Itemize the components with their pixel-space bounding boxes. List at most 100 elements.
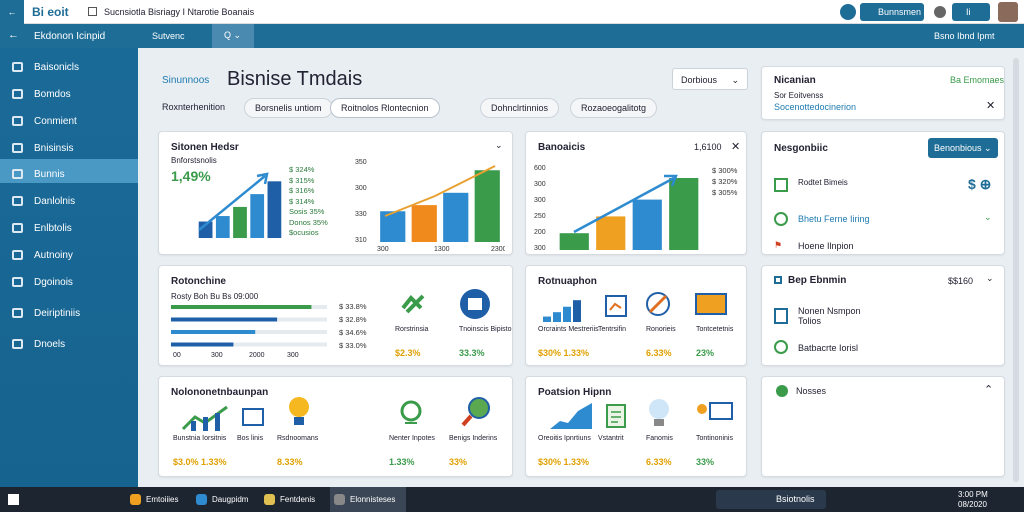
panel-title: Nosses bbox=[796, 386, 827, 396]
card-title: Rotnuaphon bbox=[538, 276, 597, 287]
button[interactable]: Benonbious ⌄ bbox=[928, 138, 998, 158]
hbar-chart bbox=[171, 305, 327, 347]
nav-item[interactable]: Danlolnis bbox=[34, 196, 76, 207]
chevron[interactable]: ⌄ bbox=[495, 140, 503, 150]
panel-item[interactable]: Rodtet Bimeis bbox=[798, 178, 848, 187]
bar bbox=[632, 199, 662, 250]
nav-item[interactable]: Dgoinois bbox=[34, 277, 73, 288]
item-value: 33% bbox=[696, 457, 715, 467]
nav-item[interactable]: Baisonicls bbox=[34, 62, 80, 73]
card-title: Nolononetnbaunpan bbox=[171, 387, 269, 398]
start-button[interactable] bbox=[8, 494, 19, 505]
tab[interactable]: Roxnterhenition bbox=[162, 102, 226, 112]
nav-icon bbox=[12, 169, 23, 179]
chevron[interactable]: ⌄ bbox=[986, 273, 994, 283]
nav-right[interactable]: Bsno Ibnd Ipmt bbox=[934, 31, 995, 41]
app-icon bbox=[130, 494, 141, 505]
close[interactable]: ✕ bbox=[731, 141, 741, 153]
icon[interactable] bbox=[840, 4, 856, 20]
panel-item[interactable]: Nonen Nsmpon Tolios bbox=[798, 306, 861, 326]
card: Rotonchine Rosty Boh Bu Bs 09:000 00 300 2… bbox=[158, 265, 513, 366]
app-label[interactable]: Elonnisteses bbox=[350, 495, 396, 504]
app-label[interactable]: Fentdenis bbox=[280, 495, 316, 504]
x-label: 300 bbox=[287, 352, 299, 359]
icon[interactable] bbox=[934, 6, 946, 18]
chevron[interactable]: ⌃ bbox=[984, 384, 994, 396]
tab-title[interactable]: Sucnsiotla Bisriagy I Ntarotie Boanais bbox=[104, 7, 255, 17]
y-label: 330 bbox=[355, 211, 367, 218]
bar-chart: 350 300 330 310 300 1300 2300 bbox=[355, 159, 505, 252]
item-value: 6.33% bbox=[646, 348, 672, 358]
item-label: Tontcetetnis bbox=[696, 326, 734, 333]
nav-icon bbox=[12, 250, 23, 260]
item-label: Orcraints Mestreriis bbox=[538, 326, 599, 333]
notice: Nicanian Ba Emomaes Sor Eoitvenss Soceno… bbox=[761, 66, 1005, 120]
nav-item[interactable]: Dnoels bbox=[34, 339, 66, 350]
legend-item: $ 316% bbox=[289, 186, 315, 195]
bar bbox=[171, 330, 256, 334]
panel-item[interactable]: Batbacrte Iorisl bbox=[798, 343, 859, 353]
time: 3:00 PM bbox=[958, 490, 988, 499]
icon bbox=[550, 403, 592, 429]
icon bbox=[289, 397, 309, 425]
panel-item[interactable]: Hoene Ilnpion bbox=[798, 241, 854, 251]
search-box[interactable] bbox=[716, 490, 826, 509]
nav-icon bbox=[12, 223, 23, 233]
search-tab[interactable]: Q ⌄ bbox=[212, 24, 254, 48]
icon bbox=[400, 400, 422, 424]
notice-title: Nicanian bbox=[774, 75, 816, 86]
app-label[interactable]: Daugpidm bbox=[212, 495, 249, 504]
bar bbox=[267, 181, 282, 238]
dropdown[interactable]: Dorbious ⌄ bbox=[672, 68, 748, 90]
item-label: Vstantrit bbox=[598, 435, 624, 442]
nav-item[interactable]: Bomdos bbox=[34, 89, 71, 100]
tab[interactable]: Roitnolos Rlontecnion bbox=[330, 98, 440, 118]
nav-item[interactable]: Enlbtolis bbox=[34, 223, 72, 234]
scrollbar[interactable] bbox=[1013, 58, 1019, 482]
button[interactable]: Ii bbox=[952, 3, 990, 21]
panel: Nosses ⌃ bbox=[761, 376, 1005, 477]
nav-icon bbox=[12, 62, 23, 72]
item-label: Ronorieis bbox=[646, 326, 676, 333]
nav-item[interactable]: Deiriptiniis bbox=[34, 308, 81, 319]
close[interactable]: ✕ bbox=[986, 100, 996, 112]
notice-link[interactable]: Socenottedocinerion bbox=[774, 102, 857, 112]
back-icon[interactable]: ← bbox=[8, 29, 19, 41]
item-label: Rorstrinsia bbox=[395, 326, 429, 333]
nav-item[interactable]: Bnisinsis bbox=[34, 143, 74, 154]
legend-item: $ 34.6% bbox=[339, 328, 367, 337]
date: 08/2020 bbox=[958, 500, 987, 509]
nav-item[interactable]: Bunnis bbox=[34, 169, 65, 180]
bar bbox=[543, 316, 551, 322]
nav-tab[interactable]: Sutvenc bbox=[152, 31, 185, 41]
x-label: 2300 bbox=[491, 246, 505, 252]
legend-item: $ 314% bbox=[289, 196, 315, 206]
avatar[interactable] bbox=[998, 2, 1018, 22]
app-icon bbox=[196, 494, 207, 505]
item-value: 1.33% bbox=[389, 457, 415, 467]
item-label: Oreoitis Ipnrtiuns bbox=[538, 435, 591, 442]
card: Banoaicis 1,6100 ✕ $ 300% $ 320% $ 305% 60… bbox=[525, 131, 747, 255]
tab[interactable]: Rozaoeogalitotg bbox=[570, 98, 658, 118]
nav-item[interactable]: Autnoiny bbox=[34, 250, 73, 261]
tab[interactable]: Dohnclrtinnios bbox=[480, 98, 560, 118]
button-label: Benonbious bbox=[934, 143, 982, 153]
item-value: 23% bbox=[696, 348, 715, 358]
item-label: Bunstnia Iorsitnis bbox=[173, 435, 227, 442]
y-label: 350 bbox=[355, 159, 367, 166]
tab[interactable]: Borsnelis untiom bbox=[244, 98, 333, 118]
sidebar: Baisonicls Bomdos Conmient Bnisinsis Bunnis D… bbox=[0, 48, 138, 487]
icon bbox=[606, 404, 626, 428]
item-label: Nenter Inpotes bbox=[389, 435, 435, 442]
button[interactable]: Bunnsmen bbox=[860, 3, 924, 21]
app-label[interactable]: Emtoiiies bbox=[146, 495, 179, 504]
panel-item[interactable]: Bhetu Ferne Iiring bbox=[798, 214, 870, 224]
icon bbox=[774, 276, 782, 284]
x-label: 300 bbox=[211, 352, 223, 359]
nav-icon bbox=[12, 339, 23, 349]
card-title: Poatsion Hipnn bbox=[538, 387, 612, 398]
nav-item[interactable]: Conmient bbox=[34, 116, 77, 127]
chevron[interactable]: ⌄ bbox=[984, 212, 992, 222]
back-button[interactable]: ← bbox=[0, 0, 24, 24]
